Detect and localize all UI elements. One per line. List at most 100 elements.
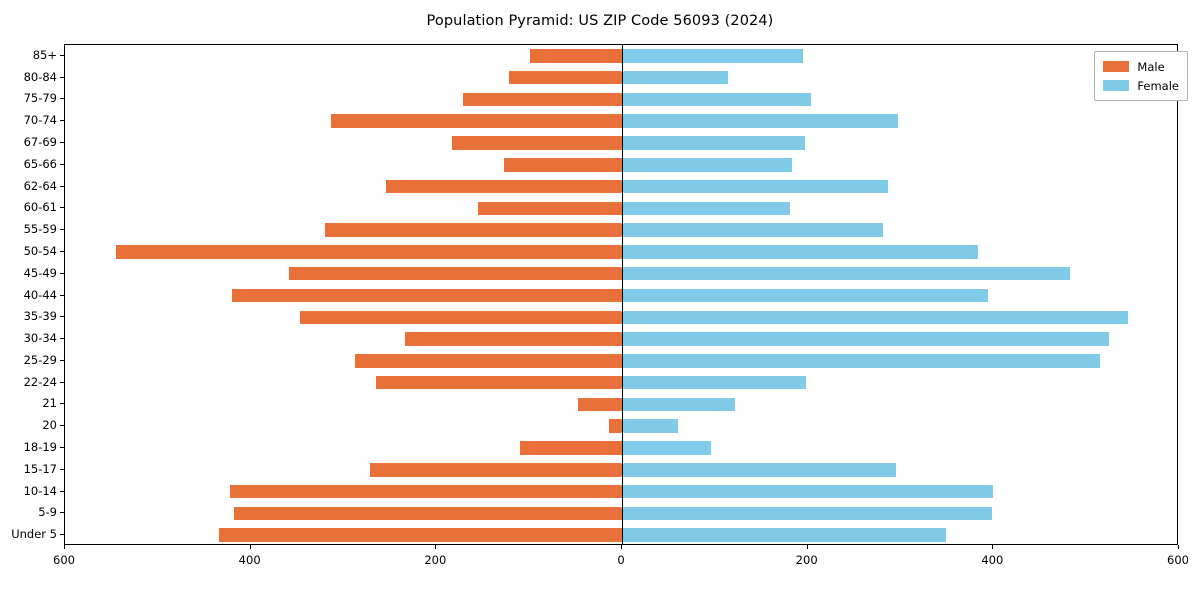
y-axis-tick-label: 22-24 — [23, 374, 57, 389]
y-axis-tick-mark — [60, 381, 64, 383]
y-axis-tick-label: 80-84 — [23, 69, 57, 84]
y-axis-tick-mark — [60, 229, 64, 231]
x-axis-tick-mark — [1178, 545, 1179, 549]
bars-layer — [65, 45, 1177, 544]
y-axis-tick-mark — [60, 272, 64, 274]
bar-female — [622, 266, 1071, 281]
bar-female — [622, 179, 889, 194]
y-axis-tick-label: 30-34 — [23, 331, 57, 346]
y-axis-tick-label: 65-66 — [23, 156, 57, 171]
y-axis-tick-mark — [60, 120, 64, 122]
y-axis-tick-label: 67-69 — [23, 135, 57, 150]
y-axis-tick-label: 75-79 — [23, 91, 57, 106]
legend-item: Male — [1103, 57, 1179, 76]
x-axis-tick-mark — [992, 545, 994, 549]
bar-female — [622, 223, 883, 237]
bar-female — [622, 397, 736, 412]
y-axis-tick-label: 70-74 — [23, 113, 57, 128]
bar-male — [519, 441, 622, 455]
x-axis-tick-label: 200 — [795, 553, 818, 567]
y-axis-tick-mark — [60, 316, 64, 318]
y-axis-tick-mark — [60, 163, 64, 165]
bar-female — [622, 463, 896, 477]
y-axis-tick-label: 21 — [42, 396, 57, 411]
bar-male — [288, 266, 622, 281]
bar-row — [65, 288, 1177, 303]
bar-row — [65, 310, 1177, 325]
y-axis-tick-mark — [60, 403, 64, 405]
y-axis-tick-label: 62-64 — [23, 178, 57, 193]
bar-male — [370, 463, 622, 477]
bar-row — [65, 70, 1177, 85]
y-axis-tick-mark — [60, 76, 64, 78]
y-axis-tick-mark — [60, 207, 64, 209]
bar-female — [622, 49, 804, 63]
bar-male — [386, 179, 622, 194]
y-axis-tick-label: 35-39 — [23, 309, 57, 324]
bar-male — [299, 310, 622, 325]
y-axis-tick-label: 55-59 — [23, 222, 57, 237]
bar-row — [65, 266, 1177, 281]
bar-row — [65, 49, 1177, 63]
y-axis-tick-mark — [60, 468, 64, 470]
bar-female — [622, 288, 988, 303]
y-axis-tick-mark — [60, 54, 64, 56]
y-axis-tick-label: 20 — [42, 418, 57, 433]
bar-male — [463, 92, 622, 107]
bar-row — [65, 441, 1177, 455]
bar-female — [622, 136, 805, 150]
bar-female — [622, 201, 791, 216]
y-axis-tick-label: 45-49 — [23, 265, 57, 280]
bar-row — [65, 136, 1177, 150]
y-axis-tick-mark — [60, 250, 64, 252]
bar-row — [65, 332, 1177, 346]
bar-male — [219, 528, 622, 542]
x-axis-tick-label: 600 — [1167, 553, 1189, 567]
y-axis-tick-label: 60-61 — [23, 200, 57, 215]
bar-female — [622, 92, 812, 107]
bar-male — [116, 245, 622, 259]
y-axis-tick-mark — [60, 294, 64, 296]
bar-row — [65, 397, 1177, 412]
bar-female — [622, 375, 806, 390]
bar-row — [65, 419, 1177, 433]
y-axis-tick-label: 40-44 — [23, 287, 57, 302]
bar-female — [622, 419, 678, 433]
y-axis-tick-label: 18-19 — [23, 439, 57, 454]
x-axis-tick-label: 0 — [617, 553, 625, 567]
bar-male — [230, 484, 622, 499]
x-axis-tick-label: 600 — [53, 553, 75, 567]
bar-row — [65, 506, 1177, 521]
x-axis-tick-mark — [806, 545, 808, 549]
y-axis-tick-label: 5-9 — [38, 505, 57, 520]
y-axis-tick-label: 85+ — [32, 47, 57, 62]
legend-item: Female — [1103, 76, 1179, 95]
y-axis-tick-mark — [60, 534, 64, 536]
y-axis-tick-mark — [60, 446, 64, 448]
y-axis-tick-mark — [60, 425, 64, 427]
x-axis-tick-label: 200 — [424, 553, 447, 567]
bar-male — [232, 288, 622, 303]
bar-row — [65, 201, 1177, 216]
y-axis-tick-label: 15-17 — [23, 461, 57, 476]
bar-row — [65, 375, 1177, 390]
bar-male — [530, 49, 622, 63]
bar-female — [622, 245, 978, 259]
bar-row — [65, 484, 1177, 499]
y-axis-labels: Under 5 5-9 10-14 15-17 18-19 20 21 22-24 25-29 3… — [0, 0, 57, 600]
bar-row — [65, 223, 1177, 237]
y-axis-tick-mark — [60, 338, 64, 340]
legend-label: Male — [1137, 59, 1165, 74]
bar-male — [609, 419, 622, 433]
bar-male — [508, 70, 622, 85]
bar-male — [504, 158, 622, 172]
chart-title: Population Pyramid: US ZIP Code 56093 (2… — [426, 13, 774, 29]
y-axis-tick-label: Under 5 — [11, 527, 57, 542]
bar-female — [622, 332, 1110, 346]
bar-male — [233, 506, 622, 521]
bar-female — [622, 310, 1128, 325]
y-axis-tick-mark — [60, 185, 64, 187]
bar-female — [622, 484, 994, 499]
y-axis-tick-mark — [60, 142, 64, 144]
bar-row — [65, 354, 1177, 368]
